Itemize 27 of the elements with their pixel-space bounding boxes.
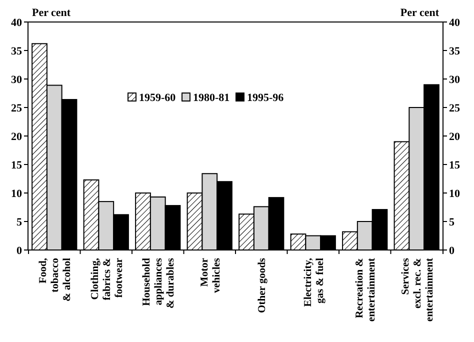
y2-tick-label: 0 [449,244,455,257]
y2-tick-label: 25 [449,102,460,114]
y-tick-label: 20 [11,130,22,143]
x-tick-label: Motor vehicles [199,258,222,293]
y-tick-label: 40 [11,16,22,29]
y2-tick-label: 5 [449,216,455,228]
y-tick-label: 10 [11,188,22,200]
y2-tick-label: 30 [449,74,460,86]
x-tick-label: Electricity, gas & fuel [302,258,326,307]
y-axis-title: Per cent [32,7,71,19]
y-tick-label: 5 [16,216,22,228]
x-tick-label: Other goods [257,258,268,313]
y2-tick-label: 20 [449,130,460,143]
y-tick-label: 15 [11,159,22,172]
legend-label: 1995-96 [247,92,284,104]
y2-tick-label: 40 [449,16,460,29]
legend-label: 1980-81 [193,92,230,104]
x-tick-label: Food, tobacco & alcohol [38,258,74,302]
y2-tick-label: 15 [449,159,460,172]
y-tick-label: 35 [11,45,22,58]
y-tick-label: 30 [11,74,22,86]
y-tick-label: 25 [11,102,22,114]
y2-tick-label: 35 [449,45,460,58]
y2-tick-label: 10 [449,188,460,200]
y2-axis-title: Per cent [400,7,440,19]
y-tick-label: 0 [16,244,22,257]
legend-label: 1959-60 [139,92,176,104]
